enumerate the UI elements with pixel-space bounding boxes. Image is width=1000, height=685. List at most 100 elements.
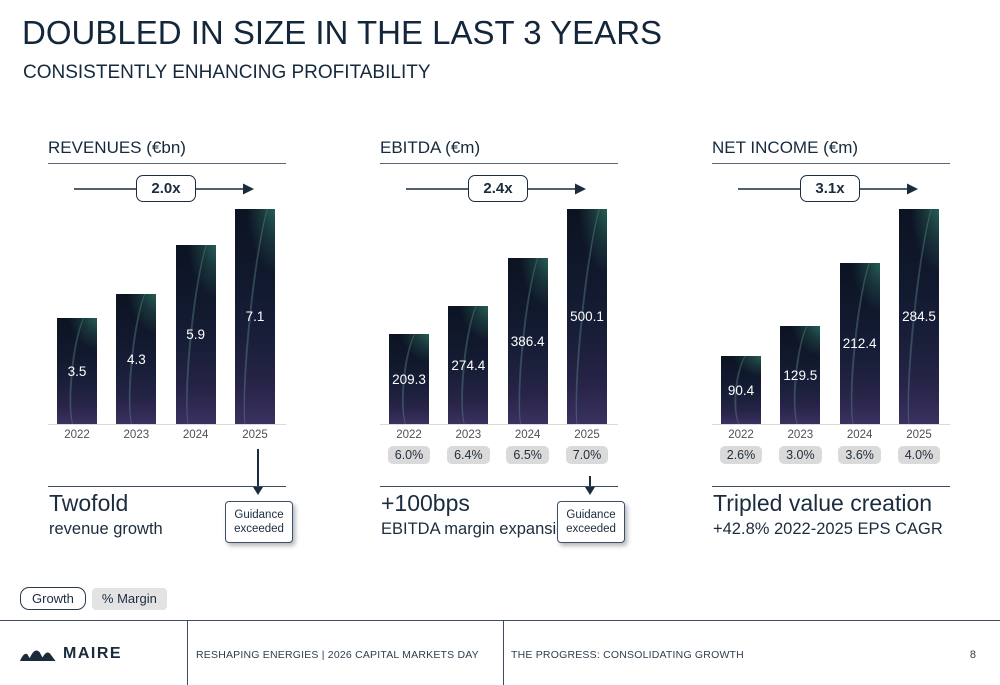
- bar-2023: 274.4: [448, 306, 489, 424]
- bar-2023: 129.5: [780, 326, 821, 424]
- margin-badge: 4.0%: [897, 446, 941, 464]
- margin-badge: 6.4%: [447, 446, 490, 464]
- bar-value-label: 129.5: [783, 367, 818, 383]
- brand-name: MAIRE: [63, 645, 123, 662]
- legend: Growth % Margin: [20, 587, 167, 610]
- year-label: 2023: [455, 429, 482, 441]
- caption-separator: [380, 486, 618, 487]
- year-label: 2024: [514, 429, 541, 441]
- bar-slot: 3.5: [57, 210, 97, 424]
- bar-value-label: 209.3: [392, 371, 426, 387]
- caption-separator: [48, 486, 286, 487]
- margin-badge: 3.6%: [838, 446, 881, 464]
- bar-2025: 284.5: [898, 209, 939, 424]
- net-income-chart: NET INCOME (€m) 3.1x 90.4 129.5 212.4 284.5…: [712, 138, 950, 558]
- margin-badge: 6.5%: [506, 446, 549, 464]
- bar-slot: 4.3: [116, 210, 157, 424]
- bar-slot: 209.3: [389, 210, 429, 424]
- ebitda-margin-row: 6.0% 6.4% 6.5% 7.0%: [380, 446, 618, 464]
- bar-slot: 500.1: [566, 209, 607, 424]
- bar-value-label: 90.4: [727, 382, 755, 398]
- multiplier-badge: 3.1x: [800, 175, 860, 202]
- ebitda-chart: EBITDA (€m) 2.4x 209.3 274.4 386.4 500.1 20…: [380, 138, 625, 558]
- margin-slot: 6.5%: [506, 446, 549, 464]
- bar-value-label: 7.1: [245, 309, 265, 324]
- margin-badge: 7.0%: [565, 446, 609, 464]
- legend-margin-pill: % Margin: [91, 587, 167, 610]
- maire-mountains-icon: [20, 649, 56, 661]
- slide-title: DOUBLED IN SIZE IN THE LAST 3 YEARS: [22, 14, 663, 51]
- guidance-arrow: [253, 449, 263, 495]
- caption-subtext: +42.8% 2022-2025 EPS CAGR: [713, 519, 943, 538]
- year-label: 2025: [242, 429, 268, 441]
- legend-growth-pill: Growth: [20, 587, 86, 610]
- bar-value-label: 212.4: [842, 336, 877, 351]
- bar-2024: 386.4: [507, 258, 548, 424]
- year-label: 2022: [396, 429, 422, 441]
- year-label: 2023: [123, 429, 150, 441]
- bar-slot: 386.4: [507, 210, 548, 424]
- bar-slot: 129.5: [780, 210, 821, 424]
- margin-badge: 6.0%: [387, 446, 431, 464]
- bar-slot: 274.4: [448, 210, 489, 424]
- year-label: 2025: [906, 429, 932, 441]
- bar-value-label: 5.9: [186, 327, 206, 342]
- margin-badge: 3.0%: [779, 446, 822, 464]
- growth-multiplier-row: 3.1x: [712, 174, 950, 204]
- year-label: 2024: [846, 429, 873, 441]
- ebitda-caption: +100bps EBITDA margin expansion: [381, 490, 575, 539]
- bar-value-label: 500.1: [570, 309, 604, 324]
- growth-multiplier-row: 2.4x: [380, 174, 618, 204]
- year-label: 2022: [728, 429, 754, 441]
- footer-divider: [0, 620, 1000, 621]
- bar-2024: 5.9: [175, 245, 216, 424]
- chart-title-ebitda: EBITDA (€m): [380, 138, 481, 157]
- year-label: 2023: [787, 429, 814, 441]
- bar-value-label: 3.5: [67, 363, 87, 379]
- bar-2022: 209.3: [389, 334, 429, 424]
- title-underline: [712, 163, 950, 164]
- caption-headline: +100bps: [381, 490, 470, 516]
- net-income-bars: 90.4 129.5 212.4 284.5: [712, 209, 950, 425]
- footer-vertical-divider: [503, 621, 504, 685]
- bar-slot: 7.1: [234, 209, 275, 424]
- slide-subtitle: CONSISTENTLY ENHANCING PROFITABILITY: [23, 62, 431, 83]
- revenues-bars: 3.5 4.3 5.9 7.1: [48, 209, 286, 425]
- bar-2022: 3.5: [57, 318, 97, 424]
- revenues-caption: Twofold revenue growth: [49, 490, 163, 539]
- revenues-year-axis: 2022 2023 2024 2025: [48, 429, 286, 441]
- multiplier-badge: 2.0x: [136, 175, 196, 202]
- margin-slot: 3.0%: [779, 446, 822, 464]
- bar-slot: 212.4: [839, 210, 880, 424]
- caption-subtext: EBITDA margin expansion: [381, 519, 575, 538]
- year-label: 2022: [64, 429, 90, 441]
- caption-subtext: revenue growth: [49, 519, 163, 538]
- ebitda-bars: 209.3 274.4 386.4 500.1: [380, 209, 618, 425]
- margin-slot: 6.4%: [447, 446, 490, 464]
- caption-headline: Twofold: [49, 490, 129, 516]
- caption-headline: Tripled value creation: [713, 490, 933, 516]
- guidance-exceeded-callout: Guidance exceeded: [557, 501, 625, 543]
- margin-slot: 2.6%: [719, 446, 763, 464]
- footer-vertical-divider: [187, 621, 188, 685]
- guidance-arrow: [585, 476, 595, 495]
- maire-logo: MAIRE: [20, 645, 122, 663]
- year-label: 2025: [574, 429, 600, 441]
- ebitda-year-axis: 2022 2023 2024 2025: [380, 429, 618, 441]
- chart-title-revenues: REVENUES (€bn): [48, 138, 186, 157]
- bar-value-label: 284.5: [902, 309, 936, 324]
- guidance-exceeded-callout: Guidance exceeded: [225, 501, 293, 543]
- bar-value-label: 274.4: [451, 357, 486, 373]
- revenues-chart: REVENUES (€bn) 2.0x 3.5 4.3 5.9 7.1 2022 202…: [48, 138, 293, 558]
- footer-section-title: THE PROGRESS: CONSOLIDATING GROWTH: [511, 649, 744, 661]
- chart-title-net-income: NET INCOME (€m): [712, 138, 859, 157]
- margin-slot: 6.0%: [387, 446, 431, 464]
- margin-badge: 2.6%: [719, 446, 763, 464]
- bar-2022: 90.4: [721, 356, 761, 424]
- year-label: 2024: [182, 429, 209, 441]
- margin-slot: 7.0%: [565, 446, 609, 464]
- bar-2025: 500.1: [566, 209, 607, 424]
- margin-slot: 3.6%: [838, 446, 881, 464]
- net-income-caption: Tripled value creation +42.8% 2022-2025 …: [713, 490, 943, 539]
